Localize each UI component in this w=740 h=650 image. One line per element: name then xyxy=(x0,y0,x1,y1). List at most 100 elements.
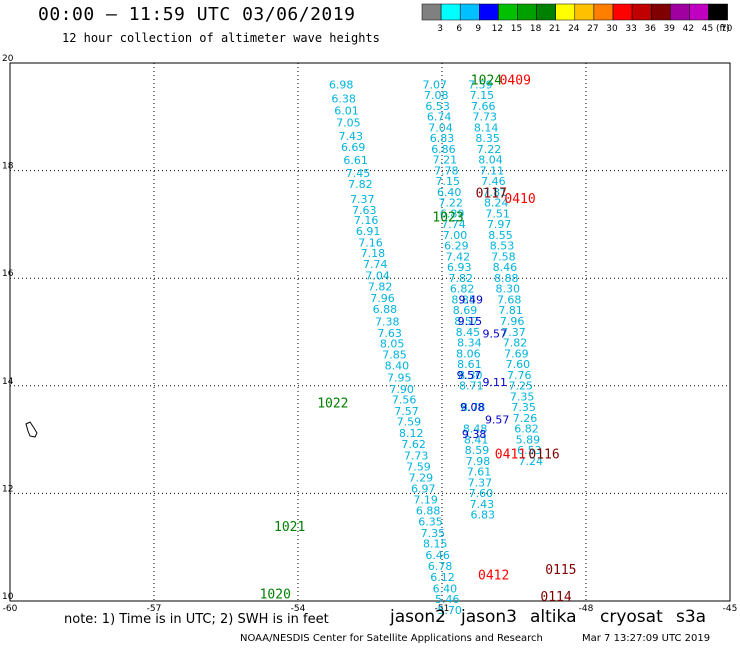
wave-height-value: 8.24 xyxy=(484,197,509,210)
x-tick-label: -60 xyxy=(3,604,18,614)
wave-height-value: 7.97 xyxy=(487,218,512,231)
wave-height-value: 5.89 xyxy=(516,433,541,446)
wave-height-value: 7.00 xyxy=(443,229,468,242)
wave-height-value: 7.63 xyxy=(352,204,377,217)
wave-height-value: 7.98 xyxy=(466,455,491,468)
colorbar-tick-label: 36 xyxy=(644,24,656,34)
wave-height-value: 7.58 xyxy=(491,250,516,263)
wave-height-value: 7.62 xyxy=(401,438,426,451)
legend-cryosat: cryosat xyxy=(600,607,663,627)
colorbar-tick-label: 6 xyxy=(456,24,462,34)
wave-height-value: 6.83 xyxy=(430,132,455,145)
pass-label: 1022 xyxy=(317,396,348,411)
pass-label: 0410 xyxy=(504,192,535,207)
wave-height-value: 8.14 xyxy=(474,121,499,134)
wave-height-value: 8.45 xyxy=(456,326,481,339)
wave-height-value: 6.46 xyxy=(425,549,450,562)
colorbar-tick-label: 24 xyxy=(568,24,580,34)
colorbar-tick-label: 39 xyxy=(664,24,676,34)
wave-height-value: 7.51 xyxy=(485,207,510,220)
wave-height-value: 8.59 xyxy=(465,444,490,457)
wave-height-value: 7.60 xyxy=(469,487,494,500)
wave-height-value: 7.68 xyxy=(497,293,522,306)
legend-altika: altika xyxy=(530,607,577,627)
legend-jason3: jason3 xyxy=(461,607,517,627)
wave-height-value: 7.19 xyxy=(413,494,438,507)
wave-height-value: 6.69 xyxy=(341,141,366,154)
wave-height-value: 6.61 xyxy=(343,154,368,167)
pass-label: 0411 xyxy=(495,447,526,462)
wave-height-value: 6.35 xyxy=(418,516,443,529)
wave-height-value: 7.82 xyxy=(348,178,373,191)
wave-height-value: 7.76 xyxy=(507,369,532,382)
x-tick-label: -57 xyxy=(147,604,162,614)
wave-height-value: 7.59 xyxy=(468,78,493,91)
wave-height-value: 7.74 xyxy=(441,218,466,231)
wave-height-value: 6.78 xyxy=(428,560,453,573)
wave-height-value: 6.88 xyxy=(373,303,398,316)
wave-height-value: 6.74 xyxy=(427,111,452,124)
wave-height-value: 9.08 xyxy=(460,401,485,414)
island-outline xyxy=(25,421,38,438)
wave-height-value: 7.81 xyxy=(483,186,508,199)
map-title: 00:00 – 11:59 UTC 03/06/2019 xyxy=(38,4,356,25)
x-tick-label: -51 xyxy=(435,604,450,614)
colorbar-tick-label: 70 xyxy=(721,24,733,34)
wave-height-value: 8.30 xyxy=(496,283,521,296)
colorbar-swatch xyxy=(689,3,709,21)
map-frame xyxy=(9,62,731,602)
map-subtitle: 12 hour collection of altimeter wave hei… xyxy=(62,31,380,45)
wave-height-value: 8.35 xyxy=(475,132,500,145)
wave-height-value: 7.63 xyxy=(377,327,402,340)
pass-label: 0114 xyxy=(540,590,571,605)
legend-jason2: jason2 xyxy=(390,607,446,627)
wave-height-value: 7.96 xyxy=(370,292,395,305)
colorbar-swatch xyxy=(459,3,480,21)
wave-height-value: 7.74 xyxy=(363,258,388,271)
colorbar-swatch xyxy=(517,3,537,21)
credit-text: NOAA/NESDIS Center for Satellite Applica… xyxy=(240,633,543,644)
wave-height-value: 7.73 xyxy=(404,450,429,463)
wave-height-value: 8.40 xyxy=(385,360,410,373)
colorbar-swatch xyxy=(498,3,518,21)
wave-height-value: 7.42 xyxy=(446,250,471,263)
wave-height-value: 8.46 xyxy=(493,261,518,274)
wave-height-value: 9.57 xyxy=(485,413,510,426)
colorbar-swatch xyxy=(440,3,461,21)
wave-height-value: 7.46 xyxy=(481,175,506,188)
pass-label: 1023 xyxy=(432,211,463,226)
wave-height-value: 7.16 xyxy=(354,214,379,227)
wave-height-value: 9.49 xyxy=(459,293,484,306)
wave-height-value: 8.88 xyxy=(494,272,519,285)
wave-height-value: 7.82 xyxy=(503,337,528,350)
wave-height-value: 6.89 xyxy=(440,207,465,220)
wave-height-value: 8.06 xyxy=(456,347,481,360)
wave-height-value: 6.93 xyxy=(447,261,472,274)
pass-label: 1021 xyxy=(274,520,305,535)
y-tick-label: 14 xyxy=(2,377,14,387)
colorbar-tick-label: 18 xyxy=(530,24,542,34)
wave-height-value: 8.41 xyxy=(464,433,489,446)
wave-height-value: 8.34 xyxy=(457,337,482,350)
wave-height-value: 7.22 xyxy=(438,197,463,210)
colorbar-swatch xyxy=(536,3,556,21)
wave-height-value: 7.66 xyxy=(471,100,496,113)
wave-height-value: 9.57 xyxy=(457,369,482,382)
wave-height-value: 7.43 xyxy=(339,130,364,143)
wave-height-value: 7.16 xyxy=(358,236,383,249)
legend-s3a: s3a xyxy=(676,607,707,627)
wave-height-value: 7.37 xyxy=(350,193,375,206)
colorbar-tick-label: 12 xyxy=(492,24,503,34)
wave-height-value: 7.15 xyxy=(436,175,461,188)
wave-height-value: 6.53 xyxy=(517,444,542,457)
colorbar-swatch xyxy=(612,3,633,21)
colorbar-tick-label: 33 xyxy=(625,24,636,34)
wave-height-value: 8.12 xyxy=(399,427,424,440)
wave-height-value: 6.82 xyxy=(514,423,539,436)
pass-label: 0412 xyxy=(478,568,509,583)
wave-height-value: 7.38 xyxy=(375,316,400,329)
wave-height-value: 7.85 xyxy=(382,348,407,361)
wave-height-value: 7.81 xyxy=(498,304,523,317)
wave-height-value: 7.45 xyxy=(346,167,371,180)
